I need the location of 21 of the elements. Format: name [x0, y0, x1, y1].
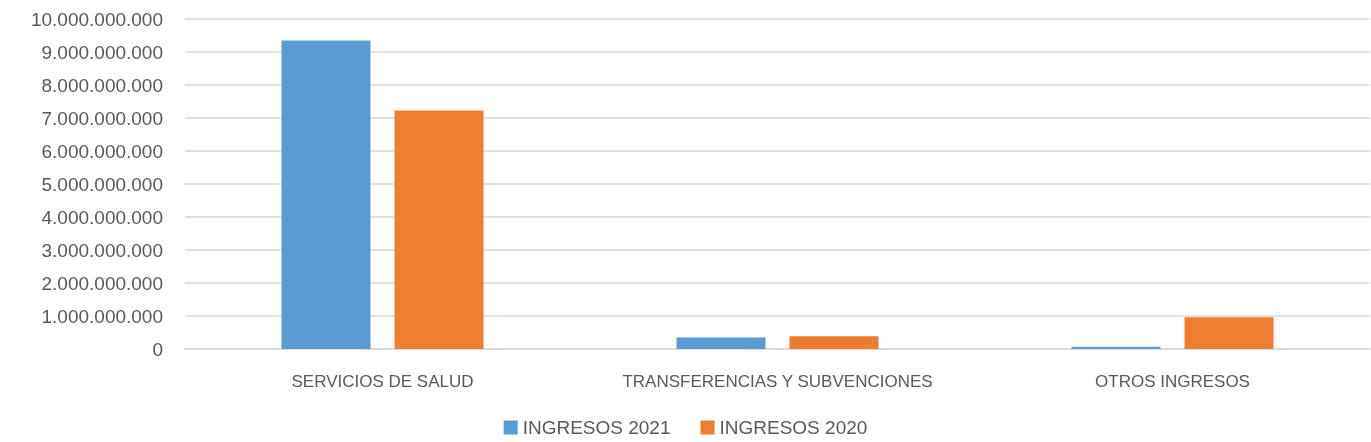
y-tick-label: 9.000.000.000	[41, 41, 163, 63]
bar	[789, 336, 879, 349]
bar	[394, 110, 484, 349]
x-tick-label: SERVICIOS DE SALUD	[291, 372, 474, 391]
bar	[281, 40, 371, 349]
y-tick-label: 1.000.000.000	[41, 305, 163, 327]
y-tick-label: 2.000.000.000	[41, 272, 163, 294]
y-tick-label: 6.000.000.000	[41, 140, 163, 162]
y-tick-label: 7.000.000.000	[41, 107, 163, 129]
y-tick-label: 3.000.000.000	[41, 239, 163, 261]
x-tick-label: TRANSFERENCIAS Y SUBVENCIONES	[622, 372, 933, 391]
y-tick-label: 10.000.000.000	[30, 8, 163, 30]
legend-label: INGRESOS 2020	[719, 417, 868, 438]
x-tick-label: OTROS INGRESOS	[1095, 372, 1250, 391]
y-tick-label: 5.000.000.000	[41, 173, 163, 195]
y-tick-label: 4.000.000.000	[41, 206, 163, 228]
bar	[676, 337, 766, 349]
y-tick-label: 8.000.000.000	[41, 74, 163, 96]
bar	[1184, 317, 1274, 349]
legend-label: INGRESOS 2021	[522, 417, 671, 438]
y-tick-label: 0	[152, 338, 163, 360]
